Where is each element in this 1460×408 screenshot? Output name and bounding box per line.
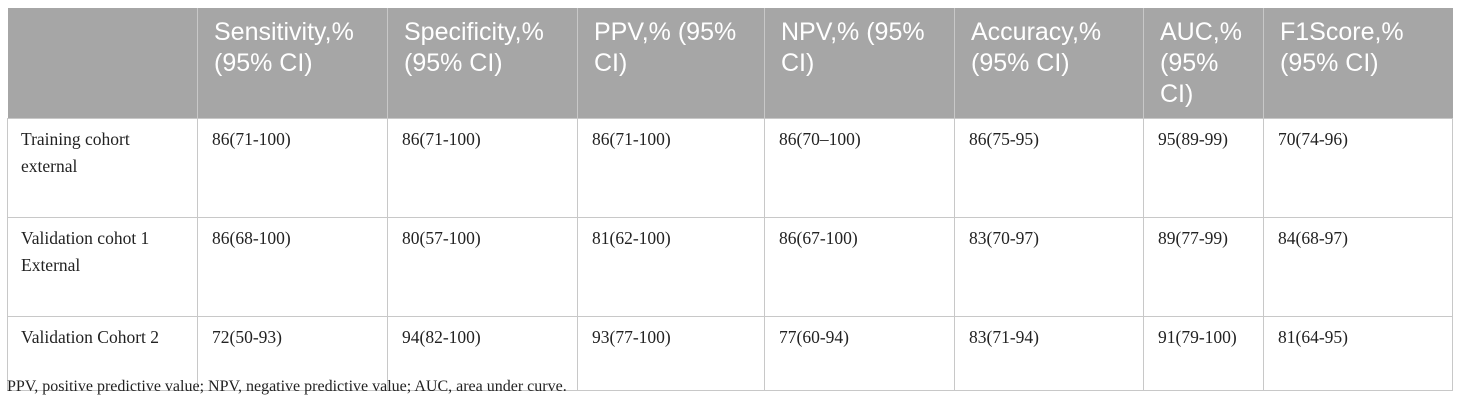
header-sensitivity: Sensitivity,% (95% CI): [197, 8, 388, 119]
table-cell: 77(60-94): [764, 316, 955, 391]
table-cell: 86(71-100): [577, 118, 765, 218]
header-f1score: F1Score,% (95% CI): [1263, 8, 1453, 119]
results-table: Sensitivity,% (95% CI) Specificity,% (95…: [7, 8, 1453, 391]
table-cell: 89(77-99): [1143, 217, 1264, 317]
header-empty: [7, 8, 198, 119]
table-cell: 81(64-95): [1263, 316, 1453, 391]
header-accuracy: Accuracy,% (95% CI): [954, 8, 1144, 119]
table-body: Training cohort external 86(71-100) 86(7…: [7, 118, 1453, 391]
table-row: Training cohort external 86(71-100) 86(7…: [7, 118, 1453, 218]
table-cell: 83(71-94): [954, 316, 1144, 391]
header-ppv: PPV,% (95% CI): [577, 8, 765, 119]
table-row: Validation cohot 1 External 86(68-100) 8…: [7, 217, 1453, 317]
table-cell: 95(89-99): [1143, 118, 1264, 218]
header-auc: AUC,% (95% CI): [1143, 8, 1264, 119]
table-cell: 83(70-97): [954, 217, 1144, 317]
row-label: Validation Cohort 2: [7, 316, 198, 391]
table-cell: 81(62-100): [577, 217, 765, 317]
row-label: Training cohort external: [7, 118, 198, 218]
table-footnote: PPV, positive predictive value; NPV, neg…: [7, 378, 567, 395]
table-cell: 86(67-100): [764, 217, 955, 317]
header-specificity: Specificity,% (95% CI): [387, 8, 578, 119]
table-cell: 70(74-96): [1263, 118, 1453, 218]
header-npv: NPV,% (95% CI): [764, 8, 955, 119]
table-cell: 91(79-100): [1143, 316, 1264, 391]
table-cell: 72(50-93): [197, 316, 388, 391]
header-row: Sensitivity,% (95% CI) Specificity,% (95…: [7, 8, 1453, 119]
table-cell: 86(71-100): [197, 118, 388, 218]
table-cell: 86(71-100): [387, 118, 578, 218]
table-cell: 80(57-100): [387, 217, 578, 317]
table-cell: 84(68-97): [1263, 217, 1453, 317]
table-cell: 86(68-100): [197, 217, 388, 317]
table-cell: 86(70–100): [764, 118, 955, 218]
table-cell: 93(77-100): [577, 316, 765, 391]
table-row: Validation Cohort 2 72(50-93) 94(82-100)…: [7, 316, 1453, 391]
table-cell: 86(75-95): [954, 118, 1144, 218]
row-label: Validation cohot 1 External: [7, 217, 198, 317]
table-header: Sensitivity,% (95% CI) Specificity,% (95…: [7, 8, 1453, 119]
